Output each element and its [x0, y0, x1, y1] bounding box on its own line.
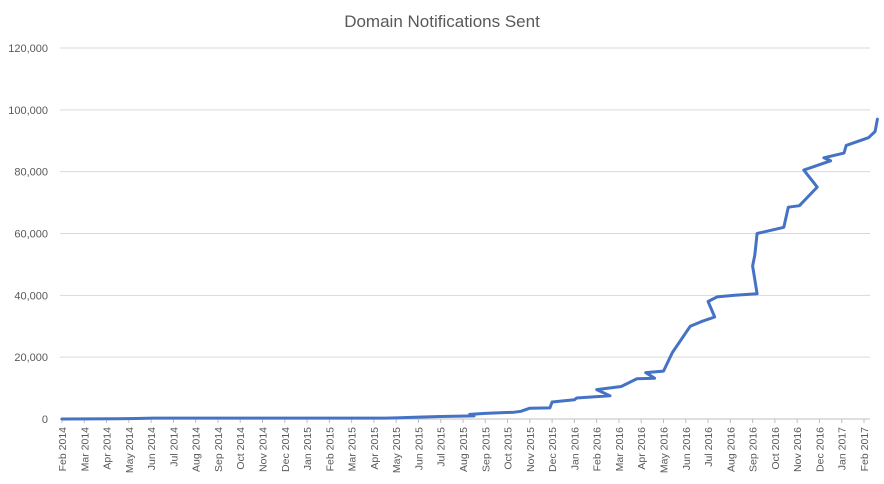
x-tick-label: Jun 2014: [146, 427, 158, 470]
x-tick-label: Feb 2014: [57, 427, 69, 472]
x-tick-label: Sep 2015: [480, 427, 492, 472]
x-tick-label: Apr 2016: [636, 427, 648, 470]
series-layer: [60, 117, 879, 421]
y-tick-label: 20,000: [14, 352, 48, 364]
x-tick-label: Aug 2015: [458, 427, 470, 472]
x-tick-label: Nov 2016: [792, 427, 804, 472]
x-tick-label: May 2014: [124, 427, 136, 473]
x-tick-label: Dec 2016: [814, 427, 826, 472]
y-tick-label: 80,000: [14, 167, 48, 179]
y-tick-label: 0: [42, 414, 48, 426]
x-tick-label: Jul 2015: [436, 427, 448, 467]
x-tick-label: Apr 2014: [102, 427, 114, 470]
x-tick-label: Jul 2014: [168, 427, 180, 467]
x-tick-label: Jan 2016: [569, 427, 581, 470]
x-tick-label: Aug 2014: [191, 427, 203, 472]
x-tick-label: May 2016: [659, 427, 671, 473]
x-tick-label: Dec 2014: [280, 427, 292, 472]
x-tick-label: Apr 2015: [369, 427, 381, 470]
x-tick-label: Dec 2015: [547, 427, 559, 472]
x-tick-label: May 2015: [391, 427, 403, 473]
y-tick-label: 60,000: [14, 229, 48, 241]
chart-title: Domain Notifications Sent: [344, 12, 540, 31]
x-tick-label: Feb 2017: [859, 427, 871, 472]
x-tick-label: Mar 2014: [79, 427, 91, 472]
series-line: [60, 117, 879, 421]
y-tick-label: 120,000: [8, 43, 48, 55]
x-tick-label: Jul 2016: [703, 427, 715, 467]
x-tick-label: Sep 2016: [748, 427, 760, 472]
x-tick-label: Oct 2015: [503, 427, 515, 470]
x-tick-label: Jun 2016: [681, 427, 693, 470]
x-tick-label: Sep 2014: [213, 427, 225, 472]
x-tick-label: Aug 2016: [725, 427, 737, 472]
x-tick-label: Jan 2017: [837, 427, 849, 470]
y-tick-label: 100,000: [8, 105, 48, 117]
x-tick-label: Jun 2015: [413, 427, 425, 470]
x-tick-label: Mar 2016: [614, 427, 626, 472]
x-tick-label: Oct 2016: [770, 427, 782, 470]
x-axis-ticks: Feb 2014 Mar 2014 Apr 2014 May 2014 Jun 2014…: [57, 419, 871, 473]
x-tick-label: Feb 2016: [592, 427, 604, 472]
x-tick-label: Jan 2015: [302, 427, 314, 470]
x-tick-label: Feb 2015: [324, 427, 336, 472]
x-tick-label: Nov 2014: [258, 427, 270, 472]
x-tick-label: Mar 2015: [347, 427, 359, 472]
gridlines: [60, 47, 870, 358]
x-tick-label: Nov 2015: [525, 427, 537, 472]
x-tick-label: Oct 2014: [235, 427, 247, 470]
y-tick-label: 40,000: [14, 290, 48, 302]
y-axis-ticks: 0 20,000 40,000 60,000 80,000 100,000 120,000: [8, 43, 48, 426]
